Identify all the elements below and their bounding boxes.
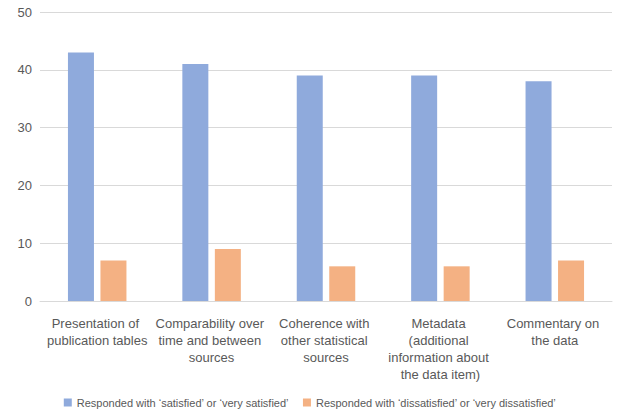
svg-text:the data item): the data item) <box>401 367 481 382</box>
svg-text:Comparability over: Comparability over <box>156 316 268 331</box>
svg-text:publication tables: publication tables <box>47 333 148 348</box>
svg-text:sources: sources <box>189 350 235 365</box>
svg-text:(additional: (additional <box>409 333 473 348</box>
svg-text:Coherence with: Coherence with <box>279 316 373 331</box>
svg-text:information about: information about <box>388 350 492 365</box>
svg-text:other statistical: other statistical <box>281 333 371 348</box>
svg-text:Responded with ‘dissatisfied’: Responded with ‘dissatisfied’ or ‘very d… <box>316 397 556 409</box>
svg-text:Commentary on: Commentary on <box>507 316 603 331</box>
svg-text:30: 30 <box>18 120 32 135</box>
svg-text:Presentation of: Presentation of <box>52 316 143 331</box>
svg-text:50: 50 <box>18 5 32 20</box>
svg-text:20: 20 <box>18 178 32 193</box>
svg-text:Metadata: Metadata <box>411 316 469 331</box>
svg-text:0: 0 <box>25 294 32 309</box>
svg-text:10: 10 <box>18 236 32 251</box>
svg-text:sources: sources <box>303 350 349 365</box>
svg-text:Responded with ‘satisfied’ or: Responded with ‘satisfied’ or ‘very sati… <box>77 397 289 409</box>
svg-text:the data: the data <box>531 333 579 348</box>
svg-text:time and between: time and between <box>158 333 264 348</box>
svg-text:40: 40 <box>18 62 32 77</box>
